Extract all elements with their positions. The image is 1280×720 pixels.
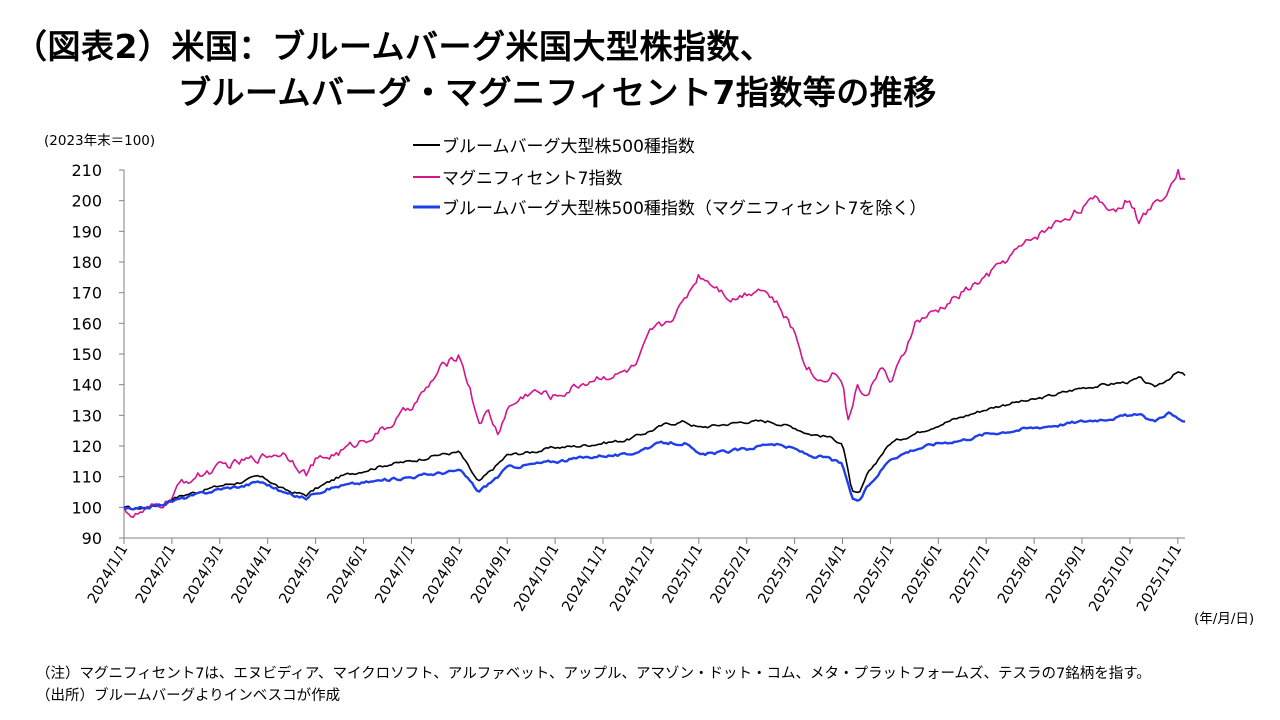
y-tick-label: 150 — [71, 345, 102, 364]
legend-label-1: ブルームバーグ大型株500種指数 — [442, 136, 695, 157]
y-tick-label: 140 — [71, 376, 102, 395]
x-tick-label: 2024/9/1 — [468, 542, 514, 606]
legend-label-2: マグニフィセント7指数 — [442, 169, 622, 189]
x-tick-label: 2024/8/1 — [420, 542, 466, 606]
x-tick-label: 2025/1/1 — [660, 542, 706, 606]
x-tick-label: 2024/3/1 — [181, 542, 227, 606]
y-tick-label: 120 — [71, 437, 102, 456]
y-tick-label: 130 — [71, 406, 102, 425]
x-tick-label: 2025/4/1 — [804, 542, 850, 606]
x-tick-label: 2025/10/1 — [1086, 542, 1137, 614]
x-tick-label: 2024/7/1 — [372, 542, 418, 606]
x-tick-label: 2025/7/1 — [947, 542, 993, 606]
footnote: （注）マグニフィセント7は、エヌビディア、マイクロソフト、アルファベット、アップ… — [36, 666, 1151, 682]
y-tick-label: 90 — [82, 529, 102, 548]
y-tick-label: 190 — [71, 222, 102, 241]
series-line-2 — [123, 168, 1186, 518]
x-tick-label: 2025/5/1 — [851, 542, 897, 606]
y-tick-label: 110 — [71, 468, 102, 487]
x-tick-label: 2025/6/1 — [899, 542, 945, 606]
chart-title-line-1: （図表2）米国：ブルームバーグ米国大型株指数、 — [14, 27, 774, 66]
x-tick-label: 2025/8/1 — [995, 542, 1041, 606]
series-line-3 — [123, 411, 1186, 511]
x-tick-label: 2024/2/1 — [133, 542, 179, 606]
y-axis-label: (2023年末＝100) — [44, 133, 155, 149]
y-tick-label: 180 — [71, 253, 102, 272]
source-note: （出所）ブルームバーグよりインベスコが作成 — [36, 688, 341, 704]
y-tick-label: 210 — [71, 161, 102, 180]
y-tick-label: 100 — [71, 498, 102, 517]
y-tick-label: 200 — [71, 192, 102, 211]
chart-axes: 90 100 110 120 130 140 150 160 170 180 190 200 210 20… — [71, 161, 1185, 614]
y-tick-label: 160 — [71, 314, 102, 333]
legend-label-3: ブルームバーグ大型株500種指数（マグニフィセント7を除く） — [442, 198, 926, 219]
x-tick-label: 2024/11/1 — [559, 542, 610, 614]
x-tick-label: 2025/11/1 — [1134, 542, 1185, 614]
chart-legend: ブルームバーグ大型株500種指数マグニフィセント7指数ブルームバーグ大型株500… — [413, 136, 926, 219]
x-tick-label: 2024/12/1 — [607, 542, 658, 614]
x-tick-label: 2025/2/1 — [708, 542, 754, 606]
x-tick-label: 2024/10/1 — [512, 542, 563, 614]
x-axis-unit-label: (年/月/日) — [1194, 611, 1254, 627]
x-tick-label: 2024/1/1 — [85, 542, 131, 606]
chart-title-line-2: ブルームバーグ・マグニフィセント7指数等の推移 — [178, 73, 937, 112]
chart-series — [123, 168, 1186, 518]
x-tick-label: 2024/5/1 — [277, 542, 323, 606]
y-tick-label: 170 — [71, 284, 102, 303]
series-line-1 — [123, 371, 1186, 510]
x-tick-label: 2024/6/1 — [325, 542, 371, 606]
x-tick-label: 2025/9/1 — [1043, 542, 1089, 606]
x-tick-label: 2024/4/1 — [229, 542, 275, 606]
x-tick-label: 2025/3/1 — [756, 542, 802, 606]
